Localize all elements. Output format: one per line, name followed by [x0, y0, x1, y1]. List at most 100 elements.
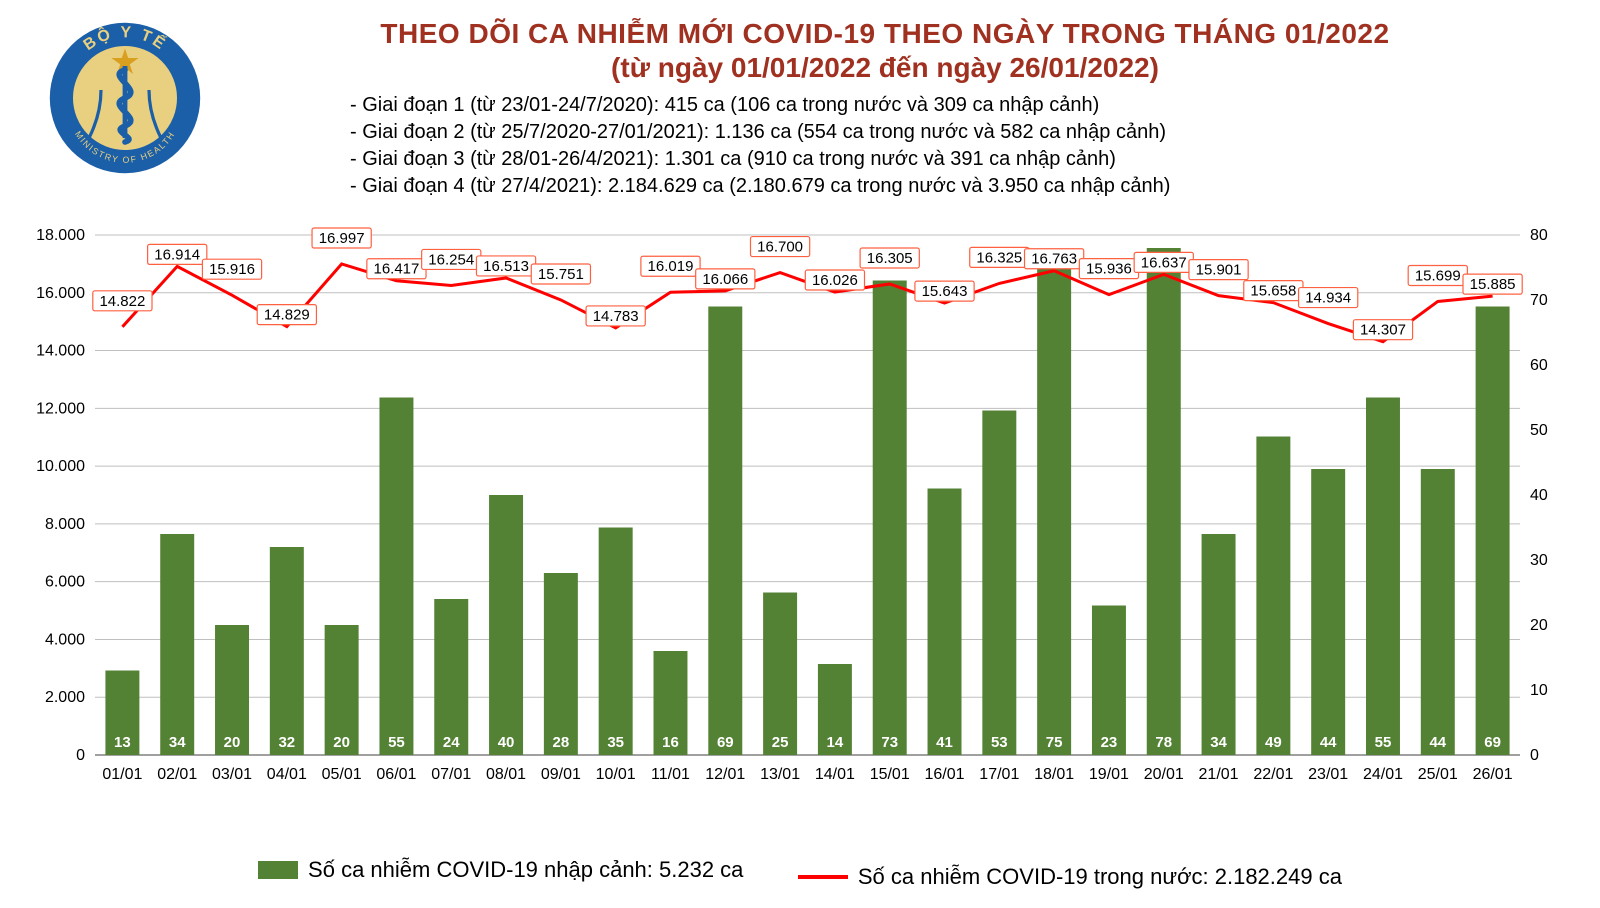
svg-text:20/01: 20/01 [1144, 766, 1184, 783]
svg-text:15.658: 15.658 [1250, 283, 1296, 300]
svg-text:06/01: 06/01 [376, 766, 416, 783]
svg-text:15.751: 15.751 [538, 266, 584, 283]
svg-text:16.513: 16.513 [483, 258, 529, 275]
svg-text:12/01: 12/01 [705, 766, 745, 783]
svg-text:18/01: 18/01 [1034, 766, 1074, 783]
svg-text:69: 69 [717, 734, 734, 751]
svg-text:24: 24 [443, 734, 460, 751]
svg-text:13: 13 [114, 734, 131, 751]
svg-text:14.829: 14.829 [264, 307, 310, 324]
svg-text:16.026: 16.026 [812, 272, 858, 289]
svg-text:44: 44 [1429, 734, 1446, 751]
svg-text:28: 28 [553, 734, 570, 751]
bar-swatch-icon [258, 861, 298, 879]
svg-text:0: 0 [1530, 747, 1539, 764]
svg-text:16.914: 16.914 [154, 246, 200, 263]
svg-text:34: 34 [1210, 734, 1227, 751]
svg-text:6.000: 6.000 [45, 574, 85, 591]
svg-text:35: 35 [607, 734, 624, 751]
bar [489, 495, 523, 755]
bar [708, 307, 742, 756]
svg-text:8.000: 8.000 [45, 516, 85, 533]
svg-text:14.934: 14.934 [1305, 290, 1351, 307]
svg-text:16.637: 16.637 [1141, 254, 1187, 271]
svg-text:16.254: 16.254 [428, 251, 474, 268]
svg-text:41: 41 [936, 734, 953, 751]
svg-text:07/01: 07/01 [431, 766, 471, 783]
bar [599, 528, 633, 756]
svg-text:22/01: 22/01 [1253, 766, 1293, 783]
svg-text:15.643: 15.643 [922, 283, 968, 300]
svg-text:17/01: 17/01 [979, 766, 1019, 783]
svg-text:15/01: 15/01 [870, 766, 910, 783]
svg-text:23/01: 23/01 [1308, 766, 1348, 783]
header-block: THEO DÕI CA NHIỄM MỚI COVID-19 THEO NGÀY… [210, 18, 1560, 200]
bar [434, 599, 468, 755]
svg-text:44: 44 [1320, 734, 1337, 751]
svg-text:55: 55 [1375, 734, 1392, 751]
svg-text:14/01: 14/01 [815, 766, 855, 783]
svg-text:19/01: 19/01 [1089, 766, 1129, 783]
note-4: - Giai đoạn 4 (từ 27/4/2021): 2.184.629 … [350, 173, 1560, 200]
svg-text:20: 20 [224, 734, 241, 751]
bar [1202, 534, 1236, 755]
svg-text:69: 69 [1484, 734, 1501, 751]
svg-text:32: 32 [278, 734, 295, 751]
svg-text:14.307: 14.307 [1360, 322, 1406, 339]
bar [270, 547, 304, 755]
svg-text:55: 55 [388, 734, 405, 751]
svg-text:10/01: 10/01 [596, 766, 636, 783]
svg-text:18.000: 18.000 [36, 227, 85, 244]
svg-text:16: 16 [662, 734, 679, 751]
svg-text:04/01: 04/01 [267, 766, 307, 783]
svg-text:25/01: 25/01 [1418, 766, 1458, 783]
chart-area: 02.0004.0006.0008.00010.00012.00014.0001… [10, 225, 1590, 825]
svg-text:14: 14 [827, 734, 844, 751]
bar [763, 593, 797, 756]
svg-text:53: 53 [991, 734, 1008, 751]
svg-text:02/01: 02/01 [157, 766, 197, 783]
svg-text:60: 60 [1530, 357, 1548, 374]
page-root: BỘ Y TẾ MINISTRY OF HEALTH THEO DÕI CA N… [0, 0, 1600, 908]
legend-line-text: Số ca nhiễm COVID-19 trong nước: 2.182.2… [858, 864, 1342, 890]
svg-text:09/01: 09/01 [541, 766, 581, 783]
bar [1092, 606, 1126, 756]
svg-text:15.916: 15.916 [209, 261, 255, 278]
bar [544, 573, 578, 755]
svg-text:11/01: 11/01 [651, 766, 690, 783]
bar [1421, 469, 1455, 755]
svg-text:40: 40 [1530, 487, 1548, 504]
svg-text:12.000: 12.000 [36, 400, 85, 417]
svg-text:24/01: 24/01 [1363, 766, 1403, 783]
svg-text:14.822: 14.822 [99, 293, 145, 310]
svg-text:03/01: 03/01 [212, 766, 252, 783]
svg-text:30: 30 [1530, 552, 1548, 569]
svg-text:34: 34 [169, 734, 186, 751]
svg-text:50: 50 [1530, 422, 1548, 439]
bar [160, 534, 194, 755]
ministry-logo: BỘ Y TẾ MINISTRY OF HEALTH [45, 18, 205, 178]
svg-text:14.000: 14.000 [36, 343, 85, 360]
svg-text:16.019: 16.019 [648, 258, 694, 275]
svg-text:16.763: 16.763 [1031, 251, 1077, 268]
legend-bar-text: Số ca nhiễm COVID-19 nhập cảnh: 5.232 ca [308, 857, 743, 883]
svg-text:49: 49 [1265, 734, 1282, 751]
svg-text:0: 0 [76, 747, 85, 764]
svg-text:16.000: 16.000 [36, 285, 85, 302]
svg-text:16.700: 16.700 [757, 239, 803, 256]
legend-bar: Số ca nhiễm COVID-19 nhập cảnh: 5.232 ca [258, 857, 743, 883]
svg-text:10: 10 [1530, 682, 1548, 699]
svg-text:15.936: 15.936 [1086, 261, 1132, 278]
chart-title-line2: (từ ngày 01/01/2022 đến ngày 26/01/2022) [210, 52, 1560, 84]
svg-text:10.000: 10.000 [36, 458, 85, 475]
bar [379, 398, 413, 756]
legend-line: Số ca nhiễm COVID-19 trong nước: 2.182.2… [798, 864, 1342, 890]
bar [1256, 437, 1290, 756]
svg-text:15.901: 15.901 [1196, 262, 1242, 279]
svg-text:15.699: 15.699 [1415, 267, 1461, 284]
svg-text:4.000: 4.000 [45, 631, 85, 648]
svg-text:16.997: 16.997 [319, 230, 365, 247]
svg-text:73: 73 [881, 734, 898, 751]
bar [1037, 268, 1071, 756]
bar [982, 411, 1016, 756]
